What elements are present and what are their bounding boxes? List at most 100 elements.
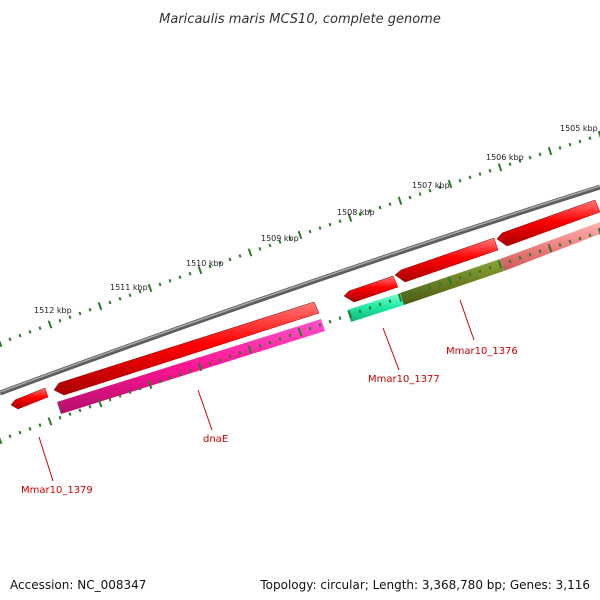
outer-ring-tick [138, 289, 142, 294]
outer-ring-tick [78, 311, 82, 316]
outer-ring-tick [88, 307, 92, 312]
inner-ring-tick [478, 269, 482, 273]
outer-ring-tick [108, 300, 112, 305]
outer-ring-tick [288, 236, 292, 241]
outer-ring-tick [418, 192, 422, 196]
outer-ring-tick [347, 213, 353, 222]
genome-backbone [0, 184, 600, 396]
inner-ring-tick [568, 239, 572, 244]
gene-label-mmar10-1376[interactable]: Mmar10_1376 [446, 346, 518, 357]
inner-ring-tick [97, 399, 103, 408]
inner-ring-tick [18, 430, 22, 435]
outer-ring-tick [597, 130, 600, 139]
outer-ring-tick [558, 146, 562, 150]
outer-ring-tick [338, 219, 342, 224]
inner-ring-tick [78, 408, 82, 413]
feature-bar-mmar10-1376[interactable] [400, 259, 504, 305]
inner-ring-tick [47, 417, 53, 426]
outer-ring-tick [238, 254, 242, 258]
inner-ring-tick [278, 337, 282, 341]
inner-ring-tick [288, 333, 292, 338]
inner-ring-tick [158, 379, 162, 384]
genome-backbone-highlight [0, 185, 600, 393]
gene-arrow-mmar10-1377[interactable] [343, 275, 399, 303]
outer-ring-tick [278, 240, 282, 244]
gene-label-mmar10-1379[interactable]: Mmar10_1379 [21, 485, 93, 496]
gene-arrow-next[interactable] [496, 199, 600, 247]
outer-ring-tick [158, 282, 162, 287]
inner-ring-tick [88, 404, 92, 409]
outer-ring-tick [197, 266, 203, 275]
kbp-label-1510: 1510 kbp [186, 259, 224, 268]
outer-ring-tick [208, 264, 212, 269]
outer-ring-tick [438, 185, 442, 190]
outer-ring-tick [388, 202, 392, 206]
outer-tick-ring [0, 130, 600, 348]
leader-line-mmar10-1379 [38, 436, 54, 482]
inner-ring-tick [128, 390, 132, 395]
inner-ring-tick [108, 397, 112, 402]
leader-line-mmar10-1376 [459, 299, 475, 341]
outer-ring-tick [268, 243, 272, 248]
feature-bars [57, 222, 600, 414]
outer-ring-tick [378, 205, 382, 210]
inner-ring-tick [528, 252, 532, 257]
inner-ring-tick [558, 243, 562, 247]
inner-ring-tick [538, 249, 542, 254]
outer-ring-tick [368, 209, 372, 213]
inner-ring-tick [408, 292, 412, 297]
inner-ring-tick [578, 236, 582, 241]
genome-summary-text: Topology: circular; Length: 3,368,780 bp… [260, 578, 590, 592]
outer-ring-tick [118, 296, 122, 301]
outer-ring-tick [8, 337, 12, 342]
gene-label-mmar10-1377[interactable]: Mmar10_1377 [368, 374, 440, 385]
inner-ring-tick [497, 260, 503, 269]
outer-ring-tick [428, 188, 432, 193]
outer-ring-tick [97, 302, 103, 311]
inner-ring-tick [597, 227, 600, 236]
outer-ring-tick [68, 315, 72, 319]
kbp-label-1508: 1508 kbp [337, 208, 375, 217]
inner-ring-tick [358, 309, 362, 314]
outer-ring-tick [168, 278, 172, 283]
outer-ring-tick [528, 155, 532, 160]
inner-ring-tick [318, 323, 322, 327]
outer-ring-tick [258, 247, 262, 251]
inner-ring-tick [328, 319, 332, 324]
outer-ring-tick [47, 320, 53, 329]
inner-ring-tick [178, 372, 182, 377]
inner-ring-tick [347, 310, 353, 319]
outer-ring-tick [358, 212, 362, 217]
inner-ring-tick [188, 368, 192, 373]
forward-strand-genes [10, 199, 600, 410]
kbp-label-1509: 1509 kbp [261, 234, 299, 243]
kbp-label-1511: 1511 kbp [110, 283, 148, 292]
inner-ring-tick [397, 293, 403, 302]
outer-ring-tick [518, 159, 522, 163]
feature-bar-dnae[interactable] [57, 319, 325, 414]
inner-ring-tick [488, 265, 492, 270]
inner-ring-tick [58, 415, 62, 420]
inner-ring-tick [588, 233, 592, 238]
outer-ring-tick [397, 196, 403, 205]
gene-label-dnae[interactable]: dnaE [203, 434, 228, 445]
outer-ring-tick [497, 163, 503, 172]
inner-ring-tick [268, 340, 272, 345]
outer-ring-tick [447, 179, 453, 189]
inner-ring-tick [438, 282, 442, 287]
gene-arrow-mmar10-1379[interactable] [10, 387, 49, 410]
inner-ring-tick [38, 423, 42, 427]
inner-ring-tick [208, 361, 212, 366]
gene-arrow-mmar10-1376[interactable] [394, 237, 499, 283]
inner-ring-tick [258, 344, 262, 348]
outer-ring-tick [458, 178, 462, 183]
leader-line-mmar10-1377 [382, 327, 400, 371]
inner-ring-tick [28, 426, 32, 431]
kbp-label-1505: 1505 kbp [560, 124, 598, 133]
outer-ring-tick [488, 168, 492, 173]
outer-ring-tick [58, 318, 62, 323]
gene-arrow-dnae[interactable] [53, 301, 320, 396]
inner-ring-tick [197, 363, 203, 372]
inner-ring-tick [228, 354, 232, 359]
accession-text: Accession: NC_008347 [10, 578, 147, 592]
